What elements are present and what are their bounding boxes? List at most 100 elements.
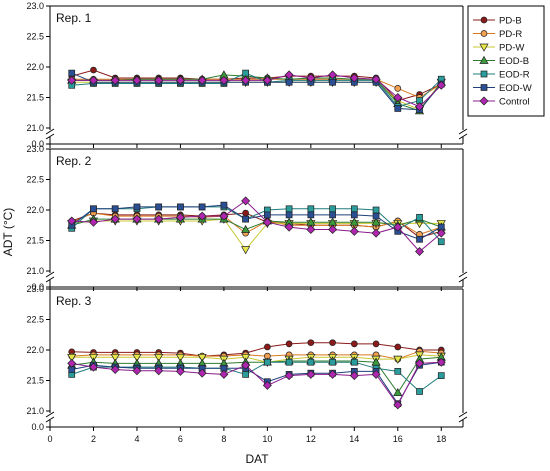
legend-label: EOD-W bbox=[499, 83, 532, 94]
data-point bbox=[329, 205, 336, 213]
data-point bbox=[220, 201, 228, 209]
data-point bbox=[394, 343, 402, 351]
data-point bbox=[284, 222, 294, 232]
data-point bbox=[262, 75, 272, 85]
data-point bbox=[262, 217, 272, 227]
series-control bbox=[67, 70, 446, 112]
data-point bbox=[285, 211, 293, 219]
y-axis-label: ADT (°C) bbox=[1, 208, 15, 257]
series-line bbox=[71, 81, 442, 111]
series-eod-w bbox=[68, 201, 445, 243]
series-line bbox=[71, 72, 442, 108]
data-point bbox=[67, 358, 77, 368]
data-point bbox=[393, 93, 403, 102]
data-point bbox=[241, 360, 251, 370]
series-eod-w bbox=[68, 69, 445, 114]
data-point bbox=[197, 211, 207, 221]
series-line bbox=[71, 72, 442, 111]
y-tick-label: 22.0 bbox=[26, 345, 44, 355]
legend-marker bbox=[480, 84, 488, 91]
x-tick-label: 10 bbox=[262, 434, 272, 444]
data-point bbox=[110, 214, 120, 224]
y-tick-label: 22.0 bbox=[26, 62, 44, 72]
y-tick-label: 0.0 bbox=[31, 422, 44, 432]
data-point bbox=[371, 217, 381, 226]
legend-marker bbox=[479, 55, 489, 64]
data-point bbox=[416, 235, 423, 243]
legend-marker bbox=[480, 70, 488, 78]
x-tick-label: 2 bbox=[91, 434, 96, 444]
series-eod-w bbox=[68, 358, 445, 408]
data-point bbox=[349, 371, 359, 381]
x-tick-label: 16 bbox=[393, 434, 403, 444]
y-tick-label: 21.0 bbox=[26, 266, 44, 276]
legend-label: Control bbox=[499, 97, 530, 108]
data-point bbox=[307, 339, 315, 347]
y-tick-label: 21.0 bbox=[26, 406, 44, 416]
legend-entry: EOD-B bbox=[473, 55, 529, 67]
series-control bbox=[67, 357, 446, 410]
data-point bbox=[393, 355, 403, 364]
series-line bbox=[71, 74, 442, 112]
data-point bbox=[307, 211, 315, 219]
x-tick-label: 14 bbox=[349, 434, 359, 444]
data-point bbox=[197, 368, 207, 378]
data-point bbox=[242, 209, 249, 217]
axis-break-mark bbox=[45, 133, 55, 140]
data-point bbox=[67, 216, 77, 226]
legend-entry: PD-W bbox=[473, 43, 524, 54]
x-axis-label: DAT bbox=[245, 452, 269, 466]
legend: PD-B PD-R PD-W EOD-B EOD-R EOD-W Control bbox=[467, 5, 545, 117]
y-tick-label: 22.5 bbox=[26, 315, 44, 325]
data-point bbox=[416, 213, 423, 221]
data-point bbox=[88, 75, 98, 85]
series-pd-b bbox=[68, 66, 445, 104]
data-point bbox=[68, 69, 76, 77]
data-point bbox=[306, 369, 316, 379]
series-pd-b bbox=[68, 339, 445, 360]
data-point bbox=[264, 358, 271, 366]
axis-break-mark bbox=[458, 271, 468, 278]
legend-entry: EOD-R bbox=[473, 70, 530, 81]
series-control bbox=[67, 196, 446, 256]
panel-3: 21.021.522.022.523.00.00 2 4 6 8 10 12 14 16 18Re… bbox=[26, 284, 468, 444]
data-point bbox=[241, 224, 251, 233]
y-tick-label: 21.5 bbox=[26, 236, 44, 246]
data-point bbox=[371, 74, 381, 84]
axis-break-mark bbox=[45, 411, 55, 418]
data-point bbox=[262, 380, 272, 390]
data-point bbox=[437, 238, 445, 246]
data-point bbox=[437, 372, 445, 379]
data-point bbox=[350, 358, 358, 366]
legend-entry: Control bbox=[473, 97, 530, 108]
panel-label: Rep. 2 bbox=[56, 154, 92, 168]
x-tick-label: 0 bbox=[47, 434, 52, 444]
data-point bbox=[132, 366, 142, 376]
data-point bbox=[154, 75, 164, 85]
axis-break-mark bbox=[45, 271, 55, 278]
series-line bbox=[71, 204, 442, 240]
data-point bbox=[371, 369, 381, 379]
data-point bbox=[242, 69, 249, 77]
axis-break-mark bbox=[458, 128, 468, 135]
data-point bbox=[175, 353, 186, 363]
y-tick-label: 23.0 bbox=[26, 1, 44, 11]
axis-break-mark bbox=[45, 276, 55, 283]
data-point bbox=[350, 211, 358, 219]
series-pd-w bbox=[67, 351, 446, 367]
data-point bbox=[350, 205, 358, 213]
data-point bbox=[436, 357, 446, 367]
data-point bbox=[242, 371, 249, 378]
data-point bbox=[329, 78, 336, 86]
legend-label: PD-B bbox=[499, 16, 522, 27]
data-point bbox=[175, 366, 185, 376]
data-point bbox=[197, 353, 207, 363]
data-point bbox=[328, 369, 338, 379]
data-point bbox=[394, 105, 402, 112]
data-point bbox=[328, 225, 338, 235]
series-line bbox=[71, 361, 442, 393]
y-tick-label: 22.0 bbox=[26, 205, 44, 215]
legend-entry: PD-B bbox=[473, 16, 522, 27]
data-point bbox=[372, 212, 380, 220]
